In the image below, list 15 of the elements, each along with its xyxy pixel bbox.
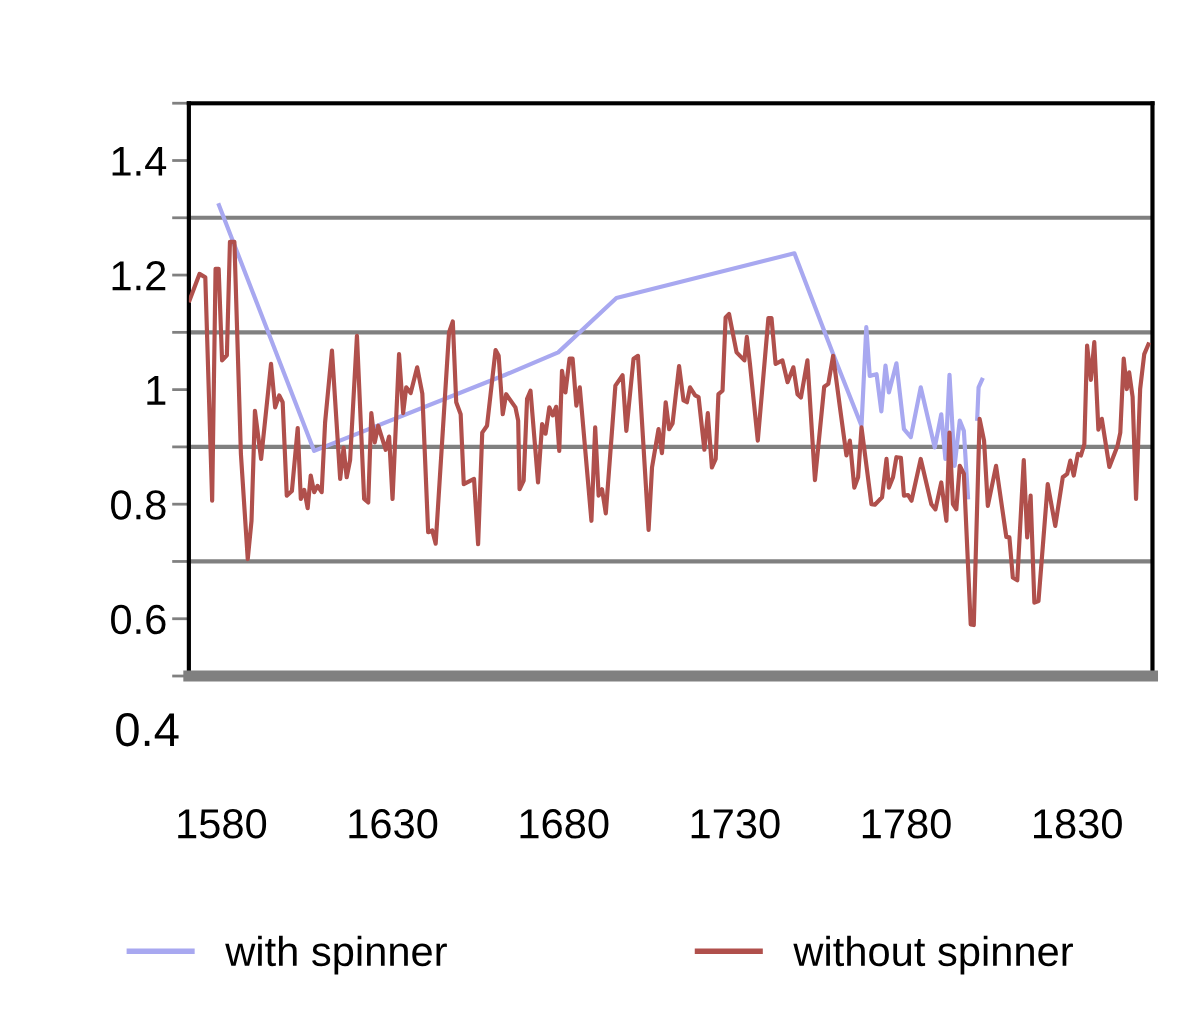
text: 0.4 <box>116 712 179 747</box>
legend-label: without spinner <box>793 935 1073 975</box>
x-tick-label: 1830 <box>1034 809 1122 839</box>
legend-label: with spinner <box>225 935 447 975</box>
x-tick-label: 1630 <box>349 809 438 839</box>
y-tick-label: 0.8 <box>111 490 166 520</box>
y-tick-label: 1.2 <box>112 261 166 291</box>
y-tick-label: 1 <box>147 376 166 405</box>
x-tick-label: 1730 <box>691 809 780 839</box>
x-tick-label: 1680 <box>520 809 609 839</box>
y-tick-label: 0.6 <box>111 604 166 635</box>
y-tick-label: 1.4 <box>112 146 167 176</box>
x-tick-label: 1780 <box>862 809 951 839</box>
line-series <box>188 239 1151 628</box>
x-tick-label: 1580 <box>178 809 267 839</box>
